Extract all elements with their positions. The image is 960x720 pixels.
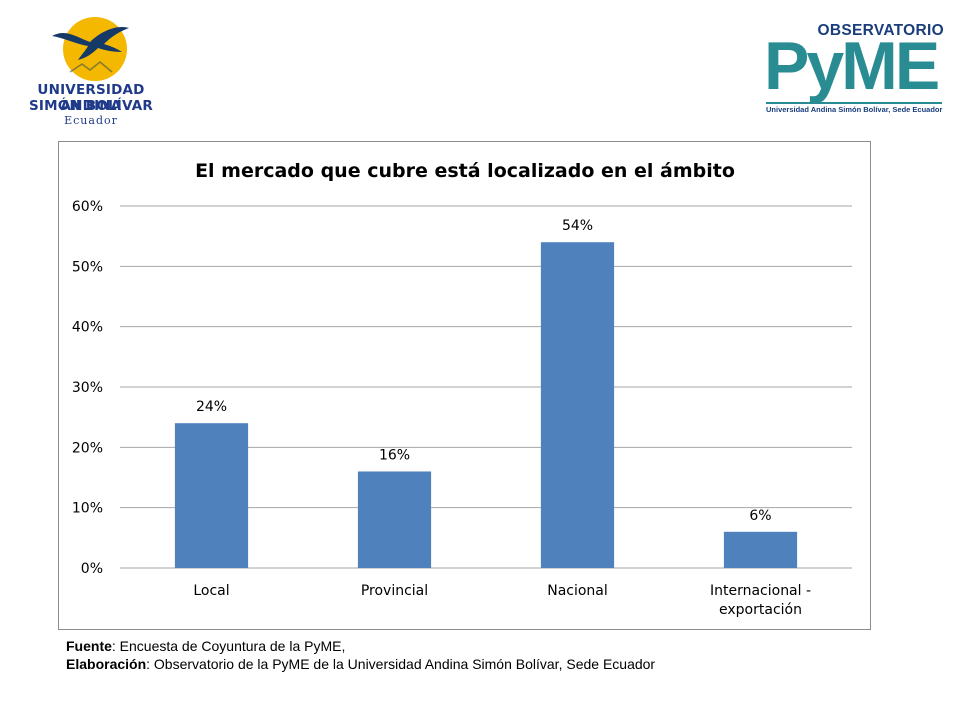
observatorio-subtitle: Universidad Andina Simón Bolívar, Sede E…	[766, 105, 943, 114]
sun-bird-emblem-icon	[52, 17, 129, 81]
y-tick-label: 20%	[72, 440, 103, 456]
y-tick-label: 0%	[81, 561, 103, 577]
y-tick-label: 40%	[72, 320, 103, 336]
universidad-andina-logo: UNIVERSIDAD ANDINA SIMÓN BOLÍVAR Ecuador	[8, 10, 174, 128]
elaboration-label: Elaboración	[66, 656, 147, 672]
logo-divider	[766, 102, 942, 104]
bar	[540, 242, 615, 568]
elaboration-line: Elaboración: Observatorio de la PyME de …	[66, 655, 946, 673]
observatorio-wordmark: OBSERVATORIO	[817, 22, 944, 39]
elaboration-text: : Observatorio de la PyME de la Universi…	[146, 656, 656, 672]
y-tick-label: 60%	[72, 199, 103, 215]
y-axis-tick-labels: 0% 10% 20% 30% 40% 50% 60%	[72, 199, 103, 577]
observatorio-pyme-logo: OBSERVATORIO PyME Universidad Andina Sim…	[764, 18, 944, 118]
source-notes: Fuente: Encuesta de Coyuntura de la PyME…	[66, 637, 946, 673]
bar	[174, 423, 249, 568]
x-category-label: exportación	[719, 602, 802, 618]
chart-title: El mercado que cubre está localizado en …	[195, 160, 735, 182]
x-category-label: Local	[193, 583, 229, 599]
data-label: 16%	[379, 447, 410, 463]
source-text: : Encuesta de Coyuntura de la PyME,	[111, 638, 346, 654]
bar-chart: El mercado que cubre está localizado en …	[72, 160, 852, 618]
data-label: 54%	[562, 218, 593, 234]
pyme-wordmark: PyME	[764, 28, 940, 104]
university-name-line2: SIMÓN BOLÍVAR	[28, 98, 154, 114]
bar	[357, 471, 432, 568]
bar-chart-frame: El mercado que cubre está localizado en …	[58, 141, 871, 630]
data-label: 6%	[749, 508, 771, 524]
y-tick-label: 50%	[72, 259, 103, 275]
x-category-label: Internacional -	[710, 583, 811, 599]
y-tick-label: 30%	[72, 380, 103, 396]
bar	[723, 531, 798, 568]
data-labels: 24% 16% 54% 6%	[196, 218, 772, 524]
university-country: Ecuador	[64, 114, 118, 127]
x-category-label: Nacional	[547, 583, 608, 599]
y-tick-label: 10%	[72, 501, 103, 517]
x-category-label: Provincial	[361, 583, 428, 599]
x-axis-category-labels: Local Provincial Nacional Internacional - ex…	[193, 583, 811, 618]
data-label: 24%	[196, 399, 227, 415]
bars	[174, 242, 798, 568]
source-label: Fuente	[66, 638, 112, 654]
university-name-line1: UNIVERSIDAD ANDINA	[37, 82, 145, 114]
source-line: Fuente: Encuesta de Coyuntura de la PyME…	[66, 637, 946, 655]
